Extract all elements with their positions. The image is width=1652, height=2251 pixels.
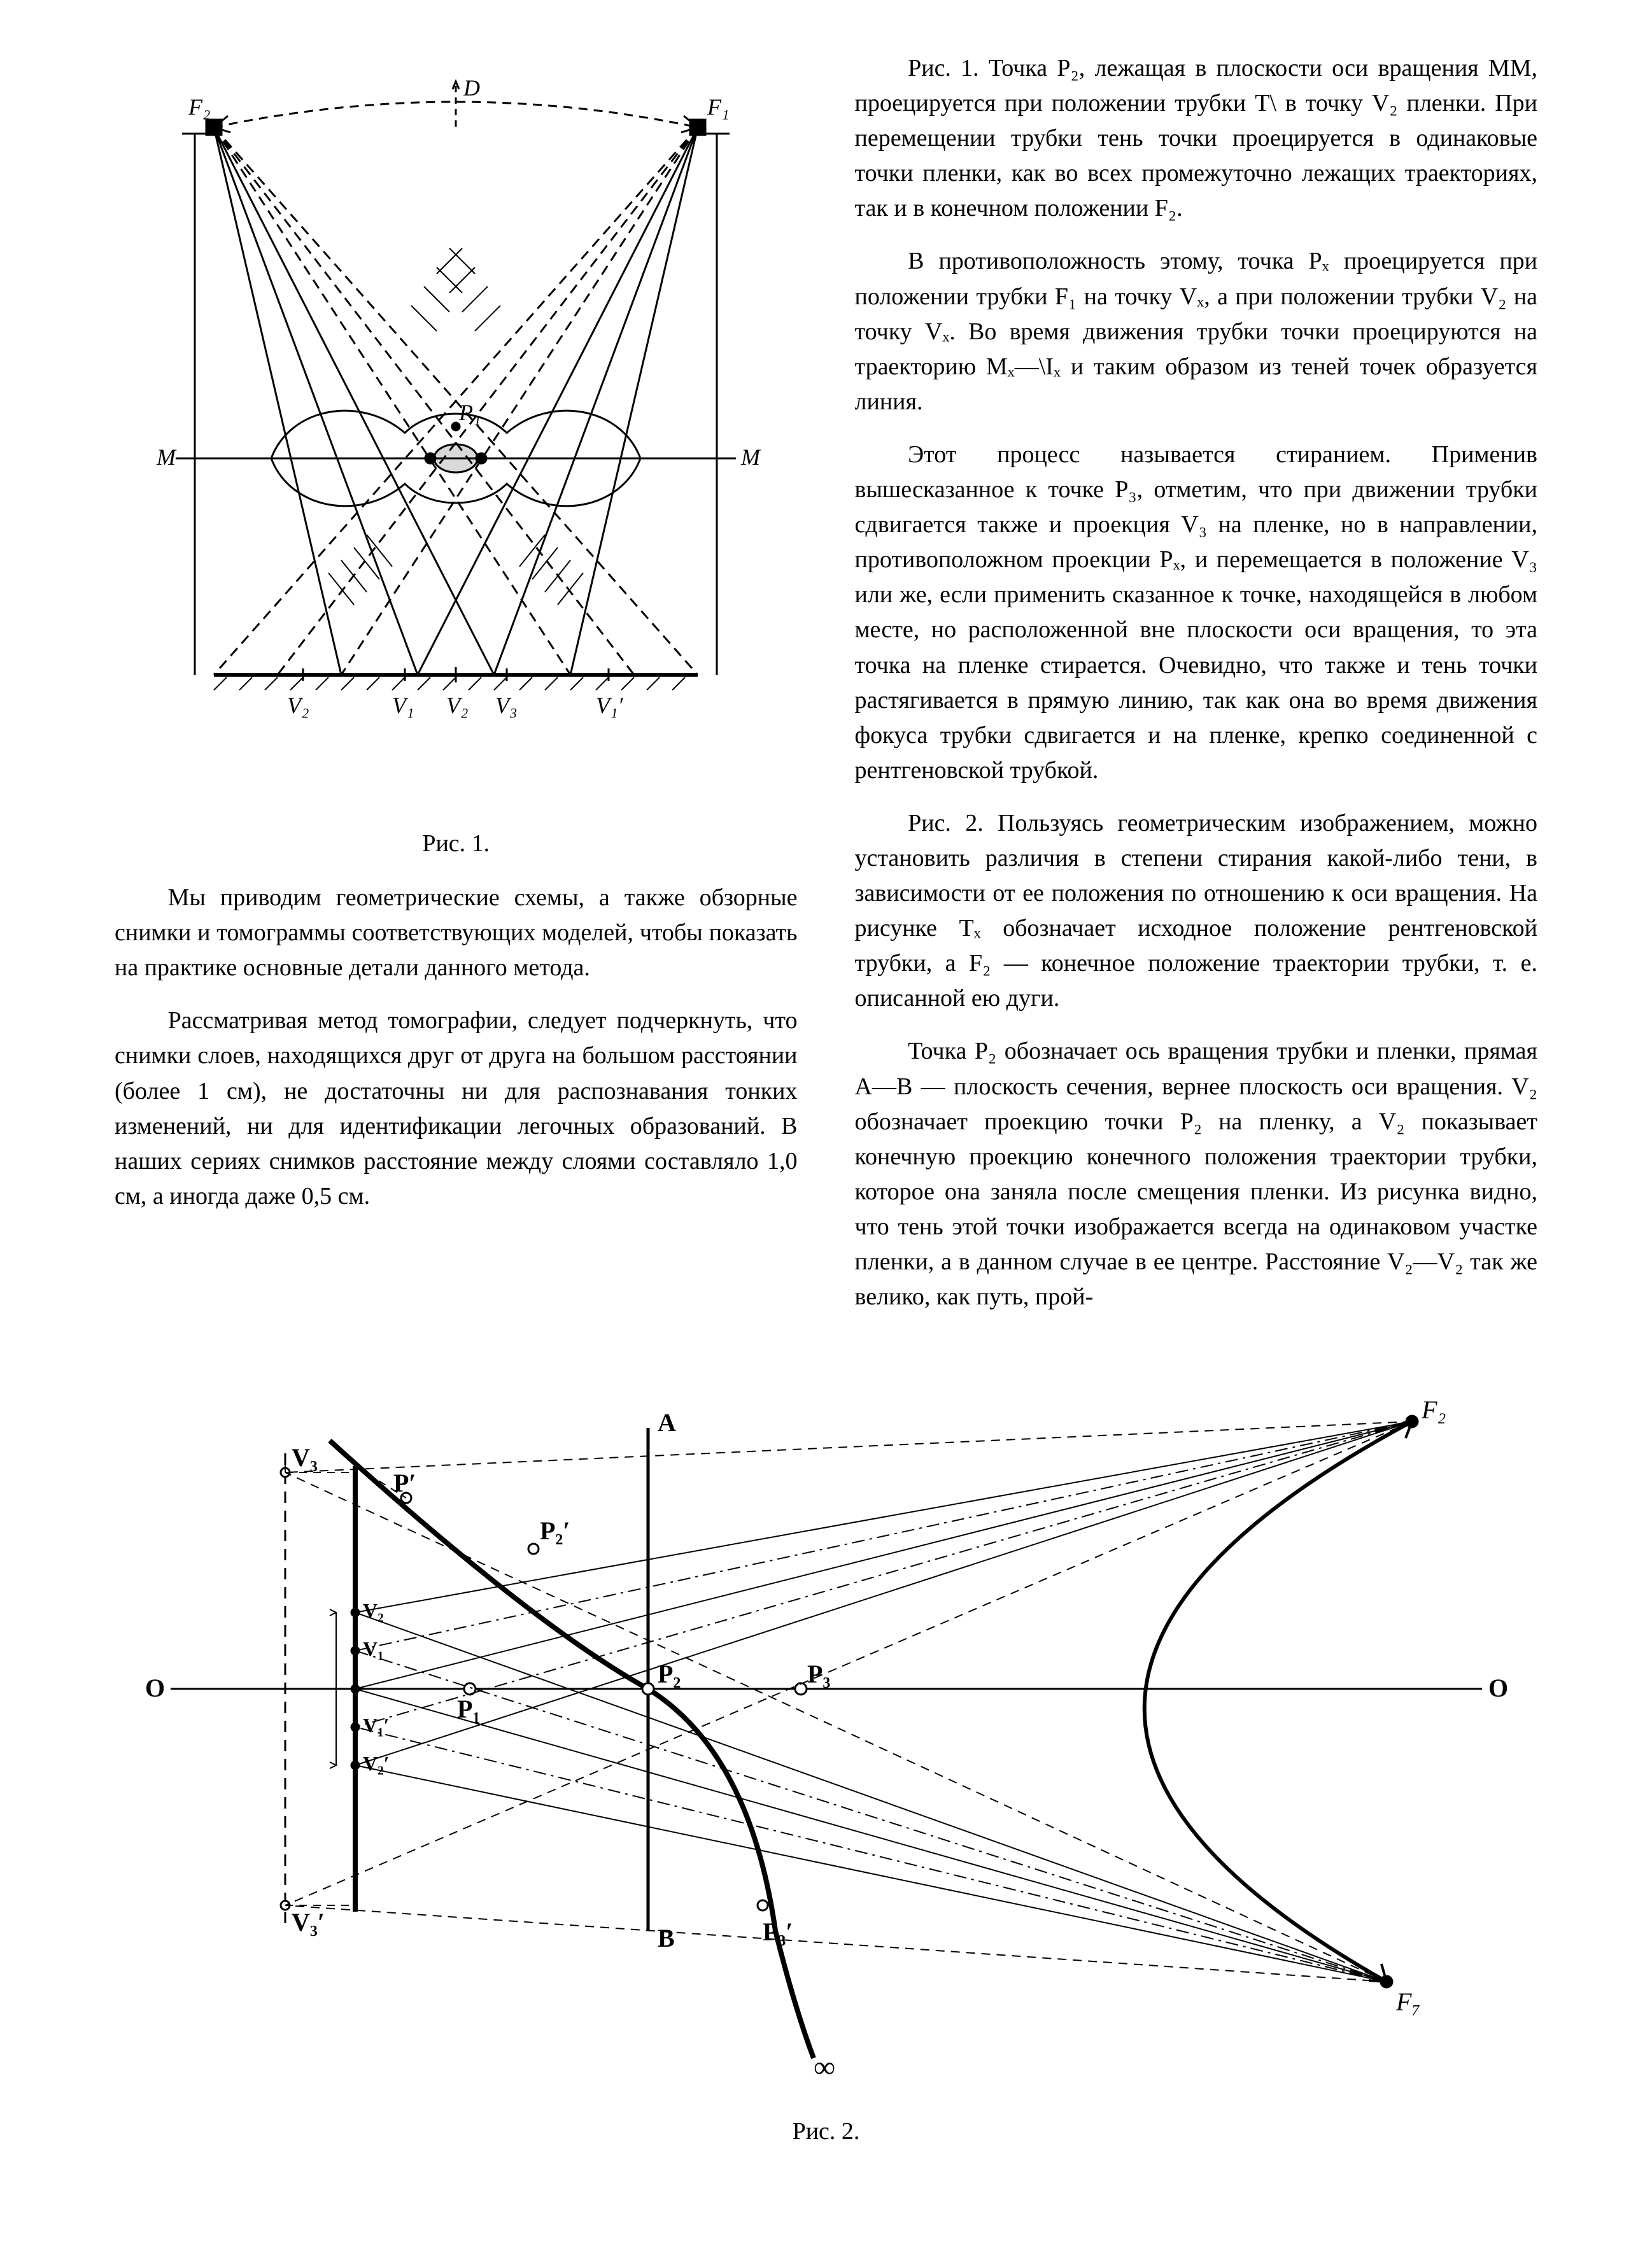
figure-2-svg: F₂ F₇ A B O O P₁ P₂ P₃ P₂′ P₃′ P′ V₃ V₂ … [126,1371,1527,2103]
fig1-label-Mr: M [740,444,761,470]
fig2-label-B: B [658,1924,675,1952]
fig2-label-inf: ∞ [814,2050,835,2084]
fig1-label-V2: V₂ [446,693,469,718]
figure-1-caption: Рис. 1. [115,826,798,861]
fig2-label-P3: P₃ [807,1660,830,1688]
right-para-1: Рис. 1. Точка Р₂, лежащая в плоскости ос… [855,51,1538,226]
fig2-label-P2p: P₂′ [540,1516,570,1545]
fig2-label-V2p: V₂′ [363,1752,390,1775]
fig2-label-V1t: V₁ [363,1637,384,1660]
fig2-label-V1p: V₁′ [363,1714,390,1737]
right-para-3: Этот процесс называется стиранием. Приме… [855,437,1538,788]
fig2-label-F2: F₂ [1421,1395,1446,1424]
fig2-label-F7: F₇ [1395,1987,1420,2016]
fig1-label-V3: V₃ [495,693,518,718]
figure-2: F₂ F₇ A B O O P₁ P₂ P₃ P₂′ P₃′ P′ V₃ V₂ … [115,1371,1537,2149]
fig2-label-Pp: P′ [393,1469,416,1497]
fig1-label-Ml: M [156,444,177,470]
right-para-2: В противоположность этому, точка Рₓ прое… [855,244,1538,419]
fig1-label-V1pp: V₁′ [596,693,624,718]
figure-2-caption: Рис. 2. [115,2114,1537,2149]
fig1-label-F2: F₂ [188,94,211,120]
fig2-label-Ol: O [145,1674,165,1702]
fig2-label-Or: O [1488,1674,1508,1702]
left-column: F₂ F₁ D M M P₁ V₂ V₁ V₂ V₃ V₁′ Рис. 1. М… [115,51,798,1332]
fig1-label-P1: P₁ [458,400,481,425]
fig1-label-V1: V₁ [392,693,414,718]
fig2-label-P1: P₁ [457,1695,480,1723]
fig2-label-P2: P₂ [658,1660,681,1688]
right-para-4: Рис. 2. Пользуясь геометрическим изображ… [855,806,1538,1017]
left-para-2: Рассматривая метод томографии, следует п… [115,1003,798,1214]
figure-1: F₂ F₁ D M M P₁ V₂ V₁ V₂ V₃ V₁′ Рис. 1. [115,51,798,861]
fig2-label-V3: V₃ [292,1443,318,1472]
right-para-5: Точка Р₂ обозначает ось вращения трубки … [855,1034,1538,1315]
fig2-label-A: A [658,1408,676,1437]
fig2-label-P3p: P₃′ [763,1917,793,1946]
fig1-label-V1p: V₂ [287,693,309,718]
two-column-layout: F₂ F₁ D M M P₁ V₂ V₁ V₂ V₃ V₁′ Рис. 1. М… [115,51,1537,1332]
fig1-label-F1: F₁ [707,94,730,120]
fig2-label-V3p: V₃′ [292,1908,325,1937]
fig2-label-V2: V₂ [363,1599,384,1622]
right-column: Рис. 1. Точка Р₂, лежащая в плоскости ос… [855,51,1538,1332]
figure-1-svg: F₂ F₁ D M M P₁ V₂ V₁ V₂ V₃ V₁′ [138,51,774,815]
left-para-1: Мы приводим геометрические схемы, а такж… [115,880,798,985]
fig1-label-D: D [463,75,480,101]
